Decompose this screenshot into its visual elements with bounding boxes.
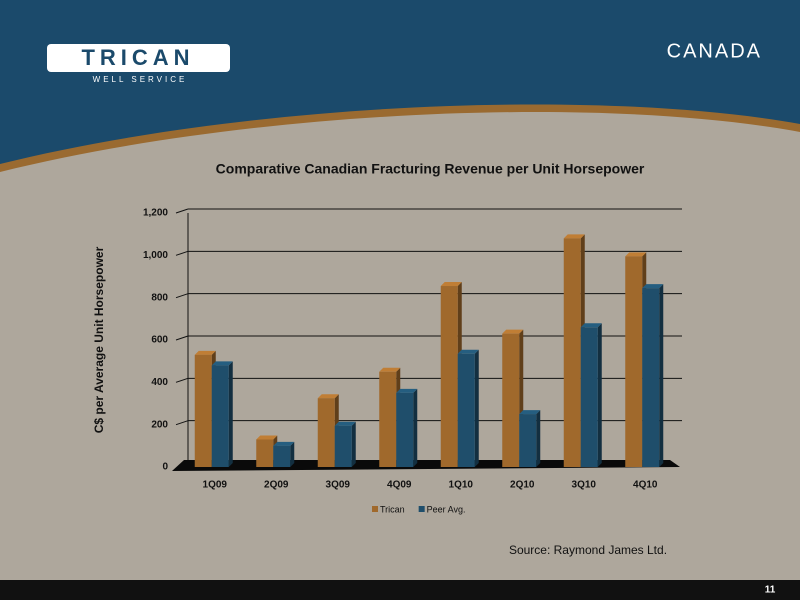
y-tick-label: 1,000	[143, 250, 168, 261]
bar-top	[580, 323, 602, 328]
bar-side	[351, 421, 356, 467]
chart-title: Comparative Canadian Fracturing Revenue …	[216, 161, 645, 177]
bar-face	[379, 371, 397, 467]
bar-face	[273, 445, 291, 467]
bar-face	[502, 333, 520, 467]
footer-bar	[0, 580, 800, 600]
bar-face	[317, 398, 335, 467]
bar-top	[502, 329, 524, 334]
bar	[211, 361, 233, 467]
bar-face	[457, 353, 475, 467]
x-tick-label: 3Q09	[326, 480, 351, 491]
y-tick-label: 400	[151, 377, 168, 388]
bar-side	[228, 361, 233, 467]
y-tick-label: 600	[151, 335, 168, 346]
grid-line-side	[175, 377, 189, 383]
grid-line-side	[175, 420, 189, 426]
y-tick-label: 1,200	[143, 208, 168, 219]
chart: 0 200 400 600 800 1,000 1,200 1Q09 2Q09 3Q09 4Q09 1…	[143, 208, 682, 514]
grid-line-side	[175, 250, 189, 256]
bar-top	[317, 394, 339, 399]
x-tick-label: 4Q09	[387, 480, 412, 491]
legend-label: Peer Avg.	[427, 504, 466, 514]
bar-face	[625, 256, 643, 467]
bar-face	[580, 327, 598, 467]
bar	[519, 410, 541, 467]
grid-line	[175, 208, 682, 214]
bar-face	[642, 288, 660, 467]
bar-top	[457, 349, 479, 354]
bar-top	[334, 421, 356, 426]
bar-face	[194, 354, 212, 467]
bar-top	[625, 252, 647, 257]
bar-top	[273, 441, 295, 446]
grid-line-side	[175, 335, 189, 341]
bar-top	[563, 234, 585, 239]
bar-top	[519, 410, 541, 415]
bar	[334, 421, 356, 467]
bar-side	[597, 323, 602, 467]
bar-side	[659, 284, 664, 467]
bar	[273, 441, 295, 467]
x-tick-label: 4Q10	[633, 480, 658, 491]
header-band	[0, 0, 800, 164]
y-tick-label: 800	[151, 292, 168, 303]
bar	[396, 388, 418, 467]
grid-line-side	[175, 293, 189, 299]
bar	[642, 284, 664, 467]
bar-side	[413, 388, 418, 467]
bar	[580, 323, 602, 467]
bar-top	[440, 282, 462, 287]
x-tick-label: 1Q10	[449, 480, 474, 491]
grid-line	[175, 293, 682, 299]
logo-box	[47, 44, 230, 72]
x-tick-label: 2Q09	[264, 480, 289, 491]
bar-top	[211, 361, 233, 366]
bar-side	[290, 441, 295, 467]
x-tick-label: 3Q10	[572, 480, 597, 491]
grid-line-side	[175, 208, 189, 214]
legend-swatch	[418, 506, 425, 512]
x-tick-label: 1Q09	[203, 480, 228, 491]
x-tick-label: 2Q10	[510, 480, 535, 491]
bar-face	[334, 425, 352, 467]
bar-side	[536, 410, 541, 467]
grid-line	[175, 250, 682, 256]
bar	[457, 349, 479, 467]
y-tick-label: 200	[151, 419, 168, 430]
bar-face	[211, 365, 229, 467]
bar-top	[379, 367, 401, 372]
bar-top	[396, 388, 418, 393]
legend-label: Trican	[380, 504, 405, 514]
bar-top	[642, 284, 664, 289]
y-tick-label: 0	[162, 462, 168, 473]
logo: TRICAN	[81, 45, 194, 70]
legend-swatch	[372, 506, 378, 512]
bar-side	[474, 349, 479, 467]
bar-face	[256, 439, 274, 467]
floor	[172, 460, 680, 471]
bar-face	[519, 414, 537, 467]
page-number: 11	[765, 585, 776, 596]
bar-face	[396, 392, 414, 467]
bar-face	[440, 286, 458, 467]
bar-top	[256, 435, 278, 440]
bar-top	[194, 350, 216, 355]
source: Source: Raymond James Ltd.	[509, 543, 667, 557]
bar-face	[563, 238, 581, 467]
header-title: CANADA	[667, 40, 762, 62]
logo-tagline: WELL SERVICE	[93, 75, 188, 84]
y-axis-label: C$ per Average Unit Horsepower	[92, 246, 106, 433]
